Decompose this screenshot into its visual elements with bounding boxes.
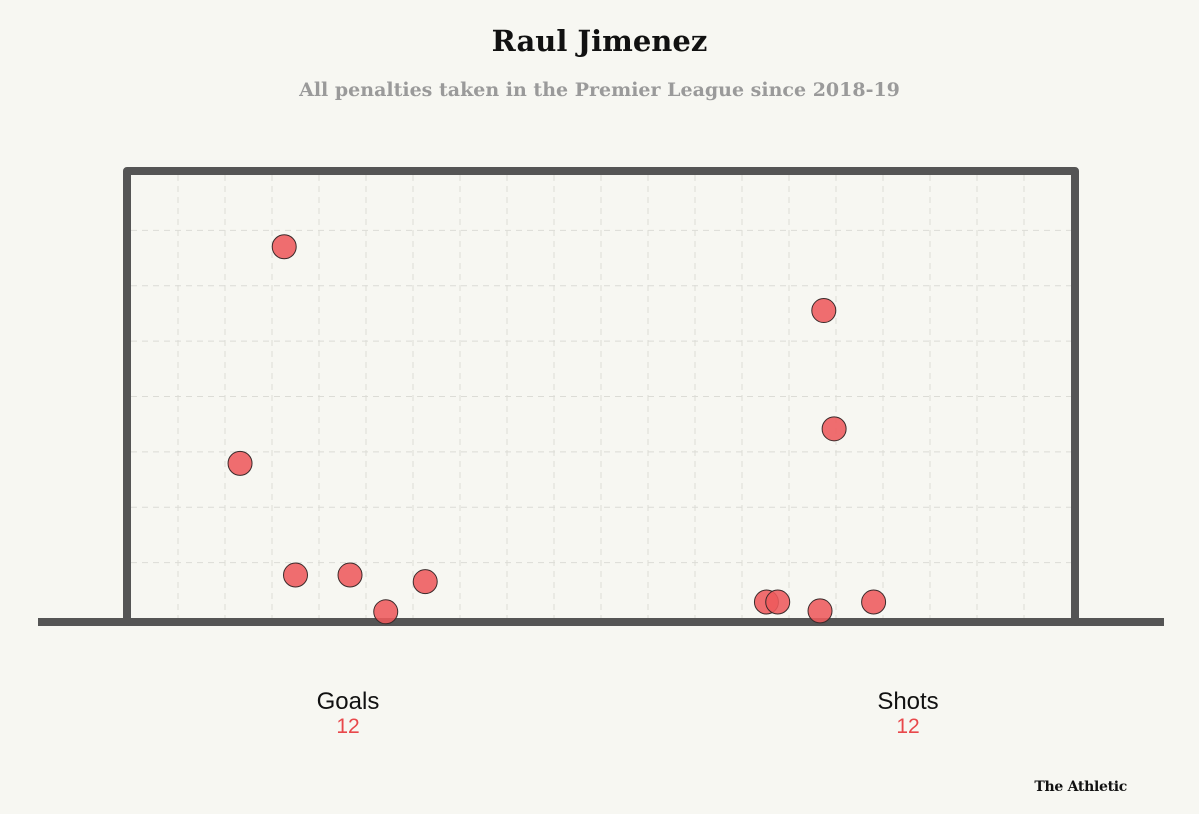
chart-subtitle: All penalties taken in the Premier Leagu…	[299, 79, 900, 101]
penalty-markers	[227, 234, 887, 625]
chart-title: Raul Jimenez	[491, 24, 708, 58]
penalty-marker	[765, 589, 791, 615]
penalty-marker	[821, 416, 847, 442]
penalty-marker	[811, 298, 837, 324]
penalty-marker	[807, 598, 833, 624]
grid-lines	[131, 175, 1071, 618]
penalty-marker	[337, 562, 363, 588]
goals-value: 12	[336, 715, 360, 738]
shots-label: Shots	[877, 688, 939, 715]
shots-value: 12	[896, 715, 920, 738]
penalty-marker	[861, 589, 887, 615]
penalty-marker	[271, 234, 297, 260]
the-athletic-logo: The Athletic	[1034, 779, 1127, 795]
goal-posts	[123, 167, 1079, 626]
penalty-marker	[227, 450, 253, 476]
penalty-marker	[373, 599, 399, 625]
goal-frame	[38, 167, 1164, 626]
goals-label: Goals	[316, 688, 380, 715]
penalty-marker	[283, 562, 308, 588]
penalty-marker	[412, 569, 438, 595]
